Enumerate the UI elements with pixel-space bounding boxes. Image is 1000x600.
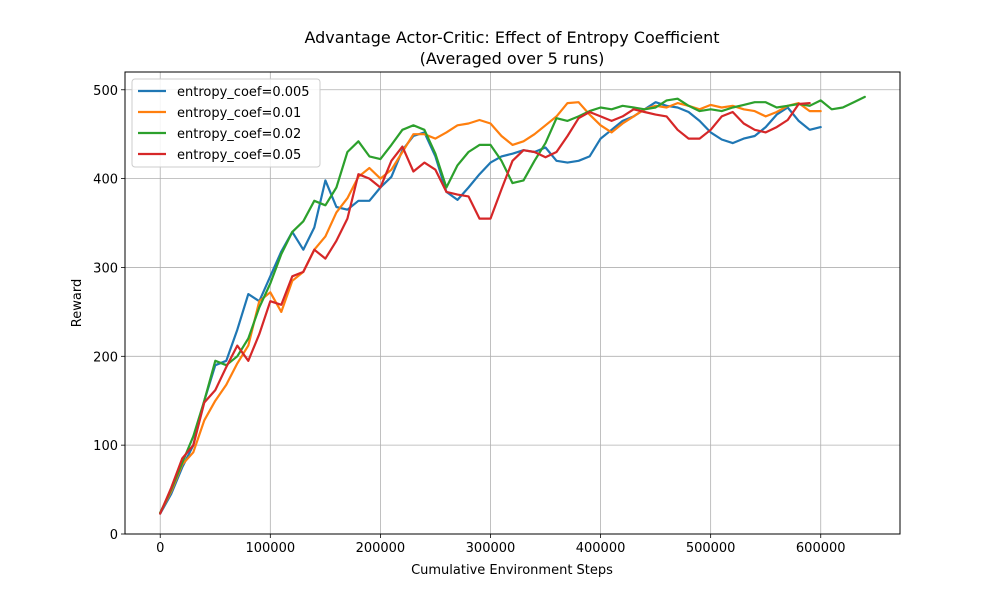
y-tick-label: 300 [93, 261, 118, 276]
series-line [159, 101, 822, 514]
legend-label: entropy_coef=0.02 [177, 127, 301, 142]
legend-label: entropy_coef=0.005 [177, 85, 310, 100]
series-line [159, 102, 811, 515]
y-tick-label: 100 [93, 439, 118, 454]
y-tick-label: 500 [93, 84, 118, 99]
chart-title: Advantage Actor-Critic: Effect of Entrop… [304, 28, 719, 47]
x-tick-label: 100000 [245, 541, 295, 556]
y-tick-label: 200 [93, 350, 118, 365]
axis-ticks: 0 100000 200000 300000 400000 500000 600000 0 10… [93, 84, 845, 556]
series-line [159, 101, 822, 515]
series-line [159, 95, 866, 514]
series-lines [159, 95, 866, 515]
y-tick-label: 0 [110, 528, 118, 543]
x-tick-label: 400000 [576, 541, 626, 556]
x-tick-label: 600000 [796, 541, 846, 556]
x-tick-label: 300000 [466, 541, 516, 556]
legend-label: entropy_coef=0.05 [177, 148, 301, 163]
x-tick-label: 500000 [686, 541, 736, 556]
legend-box [131, 78, 321, 168]
y-axis-label: Reward [70, 279, 85, 327]
legend-label: entropy_coef=0.01 [177, 106, 301, 121]
legend: entropy_coef=0.005 entropy_coef=0.01entro… [131, 78, 321, 168]
x-tick-label: 0 [156, 541, 164, 556]
x-tick-label: 200000 [356, 541, 406, 556]
plot-area-frame [124, 71, 901, 535]
y-tick-label: 400 [93, 173, 118, 188]
chart-subtitle: (Averaged over 5 runs) [420, 49, 605, 68]
x-axis-label: Cumulative Environment Steps [411, 563, 613, 578]
